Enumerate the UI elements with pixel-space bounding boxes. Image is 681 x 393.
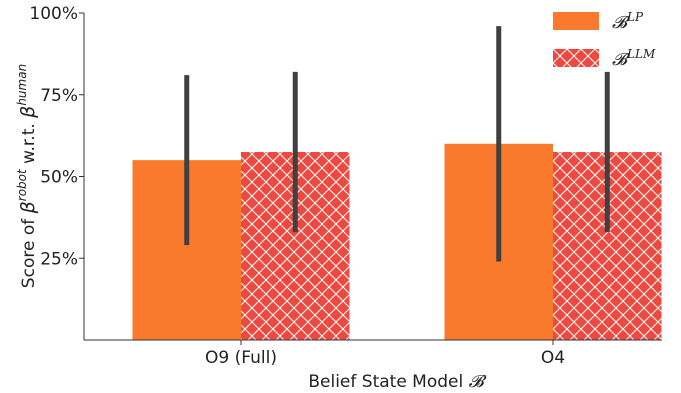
bars-group <box>132 143 662 340</box>
y-tick-label-2: 75% <box>40 86 78 106</box>
legend-label-0: 𝓑LP <box>612 10 644 33</box>
legend-symbol-0: 𝓑 <box>612 13 630 33</box>
legend-label-1: 𝓑LLM <box>612 47 656 70</box>
legend-symbol-1: 𝓑 <box>612 50 630 70</box>
x-tick-label-1: O4 <box>541 348 565 368</box>
legend-swatch-0 <box>553 12 599 30</box>
y-tick-label-3: 100% <box>29 4 78 24</box>
ylabel-sup-human: human <box>15 64 29 106</box>
ylabel-sup-robot: robot <box>15 168 29 201</box>
y-tick-label-1: 50% <box>40 168 78 188</box>
ylabel-beta-1: β <box>17 201 39 214</box>
xlabel-symbol: 𝓑 <box>469 372 487 392</box>
x-axis-title: Belief State Model 𝓑 <box>308 372 486 392</box>
ylabel-middle: w.r.t. <box>19 118 39 169</box>
legend-swatch-1 <box>553 49 599 67</box>
y-tick-label-0: 25% <box>40 249 78 269</box>
ylabel-beta-2: β <box>17 106 39 119</box>
y-ticks-group: 25% 50% 75% 100% <box>29 4 84 269</box>
y-axis-title: Score of βrobot w.r.t. βhuman <box>15 64 39 288</box>
legend-sup-0: LP <box>626 10 644 24</box>
errorbars-group <box>184 26 610 262</box>
xlabel-text: Belief State Model <box>308 372 468 392</box>
x-ticks-group: O9 (Full) O4 <box>205 340 565 368</box>
ylabel-prefix: Score of <box>19 213 39 288</box>
legend-sup-1: LLM <box>626 47 656 61</box>
x-tick-label-0: O9 (Full) <box>205 348 277 368</box>
